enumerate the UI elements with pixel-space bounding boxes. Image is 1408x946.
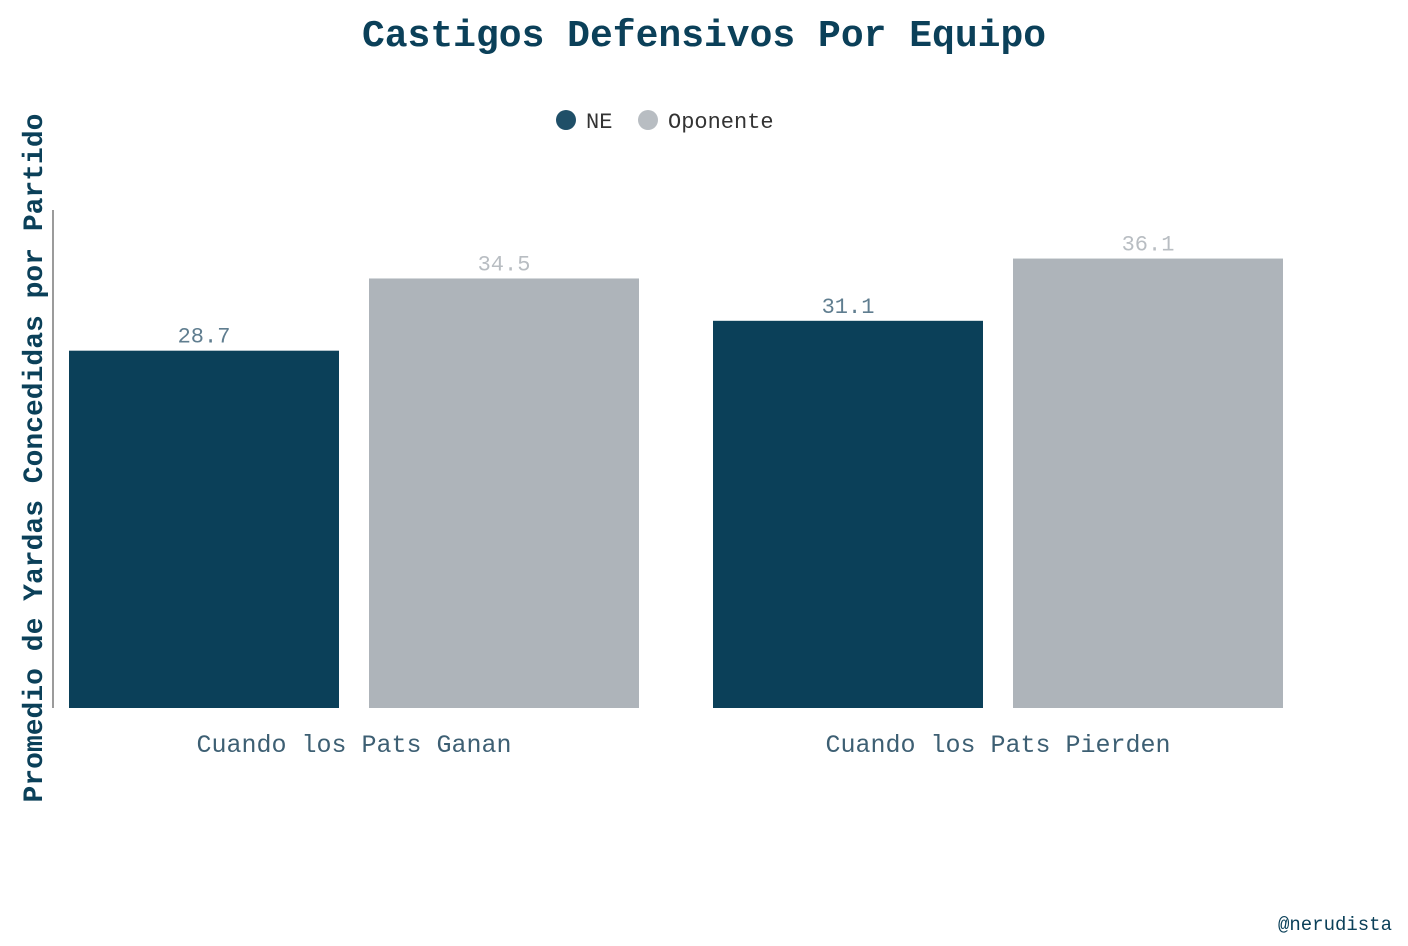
y-axis-label: Promedio de Yardas Concedidas por Partid… xyxy=(20,114,51,803)
category-label-ganan: Cuando los Pats Ganan xyxy=(196,731,511,760)
bar-ne-pierden xyxy=(713,320,983,708)
credit-text: @nerudista xyxy=(1278,914,1392,936)
legend-swatch-ne xyxy=(556,110,576,130)
data-labels-group: 28.7 34.5 31.1 36.1 xyxy=(178,233,1175,350)
category-label-pierden: Cuando los Pats Pierden xyxy=(825,731,1170,760)
legend: NE Oponente xyxy=(556,110,774,135)
legend-label-ne: NE xyxy=(586,110,612,135)
bar-oponente-pierden xyxy=(1013,258,1283,708)
data-label-oponente-pierden: 36.1 xyxy=(1122,233,1175,258)
bars-group xyxy=(69,258,1283,708)
data-label-ne-ganan: 28.7 xyxy=(178,325,231,350)
chart-title: Castigos Defensivos Por Equipo xyxy=(362,15,1046,58)
data-label-oponente-ganan: 34.5 xyxy=(478,252,531,277)
bar-ne-ganan xyxy=(69,350,339,708)
legend-swatch-oponente xyxy=(638,110,658,130)
legend-label-oponente: Oponente xyxy=(668,110,774,135)
data-label-ne-pierden: 31.1 xyxy=(822,295,875,320)
bar-oponente-ganan xyxy=(369,278,639,708)
